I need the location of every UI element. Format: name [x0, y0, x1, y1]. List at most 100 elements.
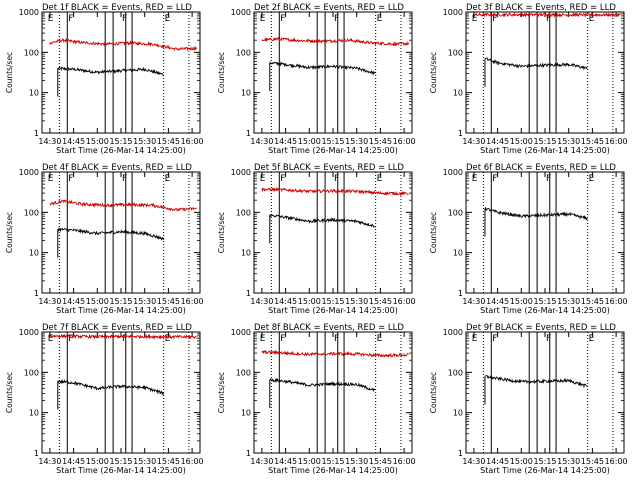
flag-label: E	[260, 174, 266, 184]
flag-label: E	[48, 174, 54, 184]
x-tick-label: 15:15	[321, 137, 344, 146]
y-axis-label: Counts/sec	[429, 52, 438, 93]
flag-label: F	[546, 174, 551, 184]
x-tick-label: 15:30	[557, 297, 580, 306]
series-lld-line	[49, 333, 197, 340]
flag-label: E	[165, 14, 171, 24]
flag-label: F	[280, 14, 285, 24]
series-lld-line	[261, 349, 409, 359]
x-tick-label: 15:00	[510, 457, 533, 466]
x-tick-label: 15:15	[533, 297, 556, 306]
x-tick-label: 14:45	[62, 457, 85, 466]
y-tick-label: 10	[241, 409, 251, 418]
y-tick-label: 1000	[443, 168, 463, 177]
y-tick-label: 10	[453, 249, 463, 258]
y-tick-label: 1	[458, 129, 463, 138]
x-tick-label: 15:15	[321, 457, 344, 466]
y-tick-label: 1000	[443, 8, 463, 17]
x-tick-label: 15:00	[298, 137, 321, 146]
series-events-line	[484, 207, 588, 221]
x-axis-label: Start Time (26-Mar-14 14:25:00)	[268, 146, 398, 155]
y-tick-label: 1000	[231, 8, 251, 17]
flag-label: E	[165, 174, 171, 184]
y-axis-label: Counts/sec	[217, 212, 226, 253]
flag-label: E	[589, 14, 595, 24]
x-tick-label: 14:45	[486, 137, 509, 146]
x-tick-label: 16:00	[605, 137, 628, 146]
y-tick-label: 10	[241, 249, 251, 258]
panel-title: Det 7f BLACK = Events, RED = LLD	[42, 323, 192, 333]
flag-label: F	[546, 334, 551, 344]
x-tick-label: 15:15	[321, 297, 344, 306]
x-tick-label: 15:00	[510, 137, 533, 146]
flag-label: F	[122, 14, 127, 24]
plot-frame	[41, 331, 201, 454]
flag-label: F	[492, 174, 497, 184]
x-tick-label: 14:45	[486, 457, 509, 466]
flag-label: E	[48, 14, 54, 24]
panel-det-5: Det 5f BLACK = Events, RED = LLD 1 10 100 10…	[217, 163, 416, 315]
x-tick-label: 14:30	[462, 457, 485, 466]
plot-frame	[253, 331, 413, 454]
flag-label: E	[165, 334, 171, 344]
x-tick-label: 16:00	[181, 297, 204, 306]
x-tick-label: 15:15	[109, 137, 132, 146]
y-tick-label: 100	[236, 48, 251, 57]
y-tick-label: 100	[24, 368, 39, 377]
y-tick-label: 100	[448, 368, 463, 377]
flag-label: E	[472, 334, 478, 344]
y-tick-label: 10	[453, 89, 463, 98]
x-tick-label: 14:45	[274, 297, 297, 306]
series-lld-line	[261, 36, 409, 47]
flag-label: F	[68, 174, 73, 184]
flag-label: F	[122, 334, 127, 344]
flag-label: F	[68, 334, 73, 344]
panel-title: Det 2f BLACK = Events, RED = LLD	[254, 3, 404, 13]
flag-label: E	[377, 14, 383, 24]
panel-det-6: Det 6f BLACK = Events, RED = LLD 1 10 100 10…	[429, 163, 628, 315]
x-axis-label: Start Time (26-Mar-14 14:25:00)	[268, 466, 398, 475]
x-axis-label: Start Time (26-Mar-14 14:25:00)	[56, 306, 186, 315]
flag-label: E	[472, 14, 478, 24]
x-tick-label: 16:00	[605, 457, 628, 466]
y-tick-label: 1000	[231, 168, 251, 177]
series-events-line	[269, 214, 376, 228]
flag-label: F	[492, 14, 497, 24]
y-tick-label: 1000	[19, 8, 39, 17]
flag-label: E	[260, 334, 266, 344]
panel-title: Det 5f BLACK = Events, RED = LLD	[254, 163, 404, 173]
x-tick-label: 15:30	[133, 297, 156, 306]
x-axis-label: Start Time (26-Mar-14 14:25:00)	[268, 306, 398, 315]
flag-label: E	[377, 174, 383, 184]
flag-label: F	[280, 334, 285, 344]
x-tick-label: 15:30	[345, 137, 368, 146]
x-tick-label: 15:15	[109, 297, 132, 306]
y-axis-label: Counts/sec	[429, 372, 438, 413]
x-tick-label: 15:15	[533, 457, 556, 466]
y-tick-label: 1000	[231, 328, 251, 337]
x-tick-label: 15:45	[369, 457, 392, 466]
y-tick-label: 1000	[443, 328, 463, 337]
x-tick-label: 16:00	[393, 297, 416, 306]
y-tick-label: 1000	[19, 168, 39, 177]
x-tick-label: 14:30	[38, 457, 61, 466]
y-tick-label: 10	[29, 409, 39, 418]
y-tick-label: 100	[448, 48, 463, 57]
series-events-line	[484, 57, 588, 71]
x-tick-label: 14:45	[62, 137, 85, 146]
x-axis-label: Start Time (26-Mar-14 14:25:00)	[56, 466, 186, 475]
x-tick-label: 16:00	[393, 137, 416, 146]
x-tick-label: 16:00	[181, 137, 204, 146]
x-tick-label: 14:45	[274, 457, 297, 466]
x-axis-label: Start Time (26-Mar-14 14:25:00)	[480, 466, 610, 475]
series-events-line	[57, 66, 164, 76]
x-tick-label: 15:45	[157, 137, 180, 146]
x-tick-label: 15:45	[581, 297, 604, 306]
y-axis-label: Counts/sec	[5, 212, 14, 253]
y-tick-label: 100	[236, 208, 251, 217]
x-tick-label: 14:45	[486, 297, 509, 306]
x-tick-label: 15:15	[109, 457, 132, 466]
x-tick-label: 14:45	[274, 137, 297, 146]
flag-label: F	[546, 14, 551, 24]
